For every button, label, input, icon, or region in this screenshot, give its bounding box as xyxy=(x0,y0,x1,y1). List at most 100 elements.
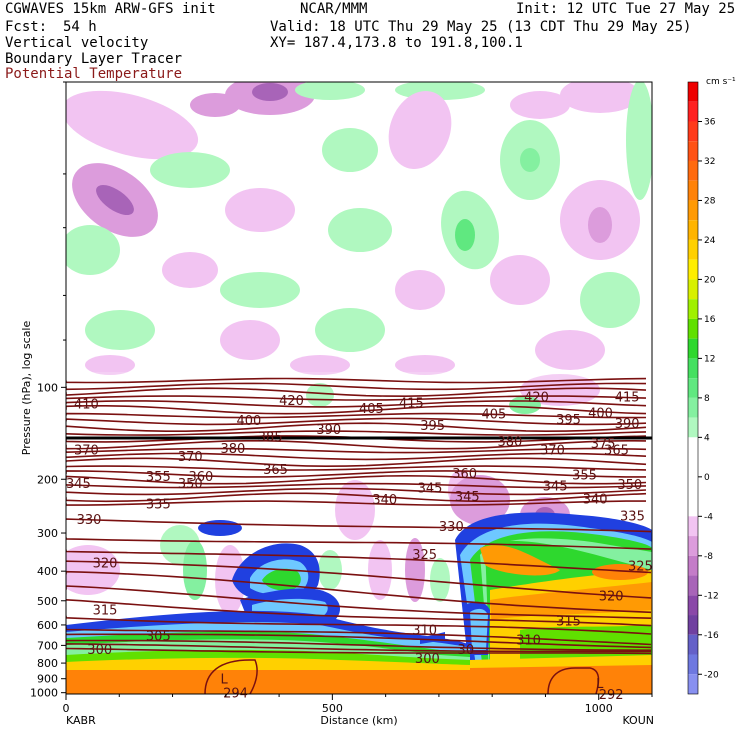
isentrope-label: 325 xyxy=(412,548,437,563)
isentrope-label: 395 xyxy=(556,413,581,428)
isentrope-label: 315 xyxy=(93,604,118,619)
y-tick-label: 900 xyxy=(37,673,58,686)
isentrope-label: 390 xyxy=(316,423,341,438)
isentrope-label: 370 xyxy=(540,444,565,459)
colorbar-bin xyxy=(688,82,698,102)
isentrope-line xyxy=(66,492,647,503)
colorbar-bin xyxy=(688,674,698,694)
isentrope-label: 355 xyxy=(146,470,171,485)
isentrope-line xyxy=(66,549,652,574)
isentrope-label: 365 xyxy=(604,444,629,459)
isentrope-label: 300 xyxy=(87,643,112,658)
isentrope-label: 420 xyxy=(524,390,549,405)
surface-low-contour xyxy=(547,667,600,694)
isentrope-line xyxy=(66,500,646,506)
surface-low-contour xyxy=(204,659,258,694)
y-tick-label: 400 xyxy=(37,565,58,578)
x-axis-title: Distance (km) xyxy=(320,714,397,727)
isentrope-label: 385 xyxy=(258,431,283,446)
isentrope-label: 380 xyxy=(220,442,245,457)
colorbar-unit: cm s⁻¹ xyxy=(706,77,736,87)
colorbar-bin xyxy=(688,358,698,379)
colorbar-bin xyxy=(688,239,698,260)
isentrope-line xyxy=(66,537,652,550)
isentrope-label: 380 xyxy=(498,435,523,450)
colorbar-bin xyxy=(688,299,698,319)
isentrope-label: 335 xyxy=(146,497,171,512)
colorbar-bin xyxy=(688,536,698,556)
isentrope-line xyxy=(66,395,647,401)
velocity-shading xyxy=(66,82,652,694)
colorbar-bin xyxy=(688,200,698,221)
isentrope-line xyxy=(66,643,651,653)
isentrope-line xyxy=(66,474,647,485)
colorbar-tick-label: -16 xyxy=(704,631,719,641)
colorbar-bin xyxy=(688,318,698,339)
colorbar-tick-label: 24 xyxy=(704,236,716,246)
forecast-label: Fcst: xyxy=(5,19,48,35)
colorbar-tick-label: 8 xyxy=(704,394,710,404)
isentrope-label: 330 xyxy=(439,520,464,535)
colorbar-bin xyxy=(688,595,698,616)
isentrope-label: 355 xyxy=(572,469,597,484)
isentrope-label: 410 xyxy=(74,398,99,413)
isentrope-label: 340 xyxy=(372,493,397,508)
colorbar-bin xyxy=(688,615,698,635)
x-tick-label: 0 xyxy=(63,702,70,715)
isentrope-line xyxy=(66,598,652,627)
isentrope-label: 315 xyxy=(556,614,581,629)
colorbar-tick-label: -12 xyxy=(704,591,719,601)
isentrope-label: 370 xyxy=(178,450,203,465)
x-tick-label: 1000 xyxy=(585,702,613,715)
isentrope-line xyxy=(66,387,647,398)
colorbar-tick-label: -8 xyxy=(704,552,713,562)
colorbar-bin xyxy=(688,101,698,122)
colorbar-tick-label: 32 xyxy=(704,157,715,167)
isentrope-label: 375 xyxy=(591,437,616,452)
colorbar-bin xyxy=(688,634,698,655)
isentrope-line xyxy=(66,417,647,426)
isentrope-label: 345 xyxy=(418,482,443,497)
y-tick-label: 500 xyxy=(37,595,58,608)
colorbar-bin xyxy=(688,437,698,517)
colorbar-bin xyxy=(688,279,698,300)
isentrope-line xyxy=(66,465,647,471)
isentrope-line xyxy=(66,452,647,461)
colorbar-bin xyxy=(688,397,698,418)
x-tick-label: 500 xyxy=(322,702,343,715)
colorbar-tick-label: 16 xyxy=(704,315,716,325)
isentrope-line xyxy=(66,422,647,433)
colorbar: 36 32 28 24 20 16 12 8 4 0 -4 -8 -12 -16 -20 xyxy=(687,81,719,695)
isentrope-label: 395 xyxy=(420,419,445,434)
isentrope-label: 370 xyxy=(74,444,99,459)
isentrope-label: 330 xyxy=(77,513,102,528)
isentrope-line xyxy=(66,439,647,450)
colorbar-tick-label: 0 xyxy=(704,473,710,483)
isentrope-label: 405 xyxy=(482,408,507,423)
colorbar-bin xyxy=(688,417,698,438)
isentrope-line xyxy=(66,647,652,655)
colorbar-bin xyxy=(688,180,698,201)
colorbar-bin xyxy=(688,160,698,181)
isentrope-line xyxy=(66,482,647,489)
colorbar-bin xyxy=(688,378,698,398)
org-label: NCAR/MMM xyxy=(300,1,368,17)
model-title: CGWAVES 15km ARW-GFS init xyxy=(5,1,216,17)
y-tick-label: 800 xyxy=(37,657,58,670)
isentrope-label: 335 xyxy=(620,510,645,525)
isentrope-line xyxy=(66,412,647,419)
isentrope-label: L xyxy=(596,677,604,692)
colorbar-frame xyxy=(687,81,699,695)
boundary-layer-band xyxy=(66,610,652,694)
colorbar-tick-label: -4 xyxy=(704,512,713,522)
field-potential-temperature: Potential Temperature xyxy=(5,66,183,82)
isentrope-label: 415 xyxy=(615,390,640,405)
isentrope-label: 350 xyxy=(617,478,642,493)
plot-frame xyxy=(65,81,653,695)
isentrope-lines xyxy=(66,377,652,694)
x-axis: 0 500 1000 xyxy=(63,694,653,715)
colorbar-bin xyxy=(688,259,698,280)
isentrope-label: 310 xyxy=(516,634,541,649)
